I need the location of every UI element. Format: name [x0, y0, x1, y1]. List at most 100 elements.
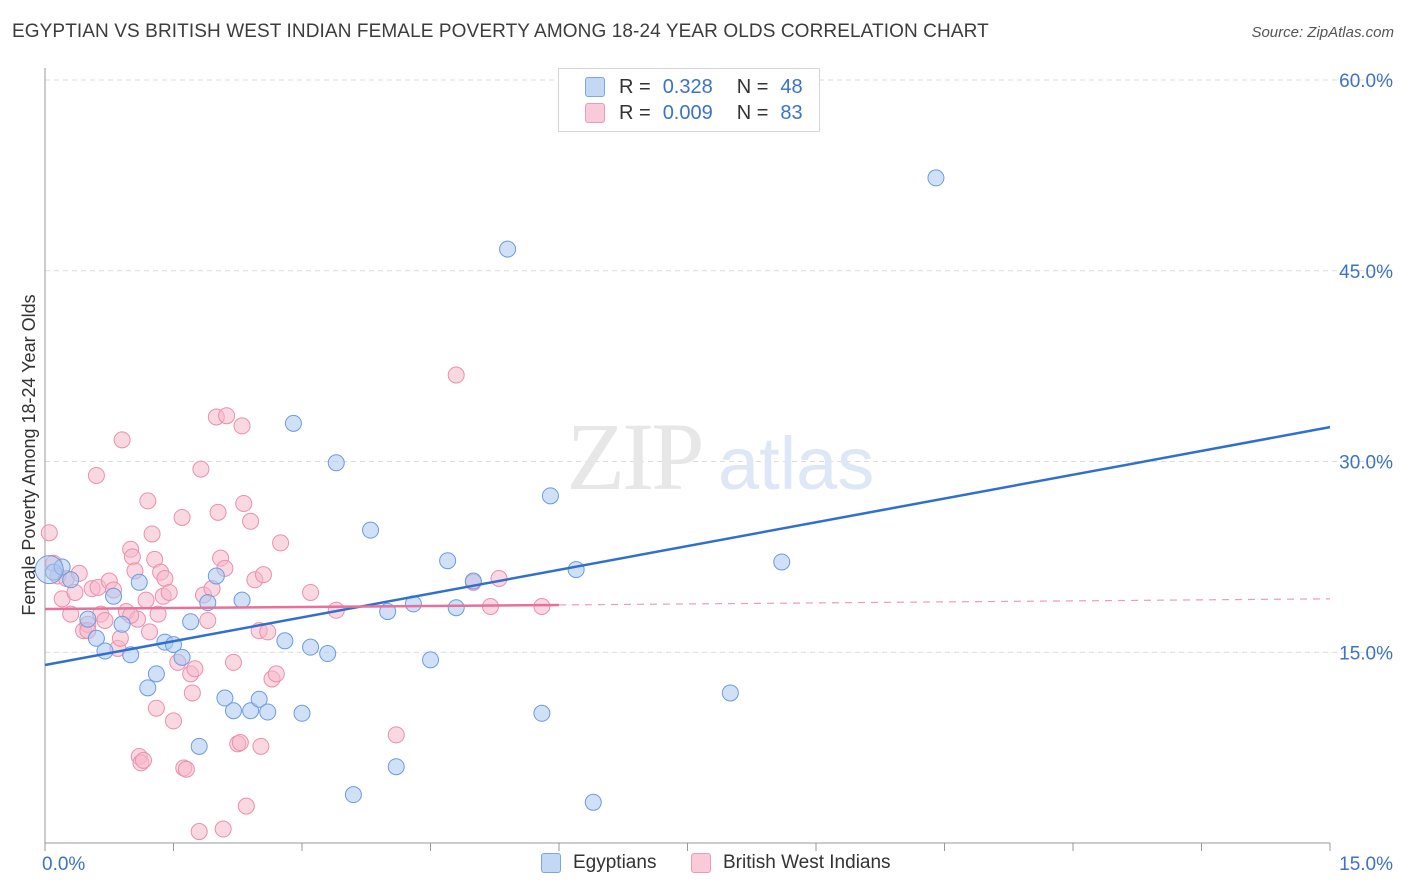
- egyptians-point: [224, 702, 242, 720]
- egyptians-point: [499, 240, 517, 258]
- egyptians-point: [541, 487, 559, 505]
- egyptians-point: [319, 645, 337, 663]
- legend-r-value: 0.009: [662, 101, 713, 124]
- egyptians-point: [387, 758, 405, 776]
- bwi-point: [192, 460, 210, 478]
- bwi-point: [149, 605, 167, 623]
- legend-r-label: R =: [619, 75, 651, 98]
- legend-swatch-egyptians: [585, 77, 605, 97]
- trend-layer: [44, 425, 1331, 667]
- y-tick-label: 30.0%: [1339, 453, 1393, 474]
- legend-n-value: 83: [780, 101, 803, 124]
- egyptians-point: [130, 573, 148, 591]
- egyptians-point: [79, 610, 97, 628]
- bwi-point: [141, 623, 159, 641]
- bwi-point: [87, 466, 105, 484]
- egyptians-point: [327, 454, 345, 472]
- egyptians-point: [147, 665, 165, 683]
- egyptians-point: [362, 521, 380, 539]
- bwi-point: [143, 525, 161, 543]
- bwi-point: [237, 797, 255, 815]
- bwi-point: [447, 366, 465, 384]
- bwi-point: [233, 417, 251, 435]
- bwi-point: [302, 583, 320, 601]
- egyptians-point: [87, 629, 105, 647]
- bottom-legend-swatch-bwi: [691, 853, 711, 873]
- egyptians-point: [207, 567, 225, 585]
- bwi-point: [272, 534, 290, 552]
- egyptians-point: [422, 651, 439, 669]
- egyptians-point: [584, 793, 602, 811]
- egyptians-point: [284, 414, 302, 432]
- bwi-point: [160, 583, 178, 601]
- bwi-point: [137, 591, 155, 609]
- egyptians-point: [62, 571, 80, 589]
- bwi-point: [218, 407, 236, 425]
- egyptians-point: [773, 553, 791, 571]
- egyptians-point: [259, 703, 277, 721]
- bwi-point: [123, 548, 141, 566]
- egyptians-point: [190, 737, 208, 755]
- bwi-point: [209, 503, 227, 521]
- chart-title: EGYPTIAN VS BRITISH WEST INDIAN FEMALE P…: [12, 21, 989, 42]
- y-tick-label: 45.0%: [1339, 262, 1393, 283]
- bwi-point: [62, 605, 80, 623]
- y-axis-label: Female Poverty Among 18-24 Year Olds: [19, 294, 39, 615]
- watermark: ZIP atlas: [567, 403, 875, 510]
- correlation-legend: R = 0.328 N = 48 R = 0.009 N = 83: [558, 68, 820, 132]
- bwi-point: [231, 734, 249, 752]
- legend-n-label: N =: [736, 101, 769, 124]
- bwi-point: [111, 629, 129, 647]
- egyptians-point: [216, 689, 234, 707]
- bwi-point: [173, 508, 191, 526]
- egyptians-point: [105, 587, 123, 605]
- bwi-point: [259, 623, 277, 641]
- bwi-point: [113, 431, 131, 449]
- series-egyptians-points: [34, 169, 945, 811]
- bwi-point: [135, 751, 153, 769]
- bwi-trend-line: [44, 603, 560, 611]
- bwi-point: [242, 512, 260, 530]
- bwi-point: [267, 665, 285, 683]
- egyptians-point: [927, 169, 945, 187]
- legend-n-label: N =: [736, 75, 769, 98]
- legend-row-bwi: R = 0.009 N = 83: [585, 101, 803, 125]
- egyptians-point: [721, 684, 739, 702]
- egyptians-point: [113, 615, 131, 633]
- egyptians-point: [34, 555, 64, 585]
- egyptians-point: [344, 786, 362, 804]
- egyptians-point: [96, 642, 114, 660]
- bwi-point: [165, 712, 182, 730]
- bwi-point: [214, 820, 232, 838]
- bottom-legend-label-bwi: British West Indians: [723, 852, 891, 873]
- source-label: Source: ZipAtlas.com: [1251, 24, 1394, 41]
- bottom-legend-bwi: British West Indians: [691, 852, 891, 874]
- bwi-point: [490, 569, 508, 587]
- bwi-point: [183, 684, 201, 702]
- bwi-point: [199, 611, 217, 629]
- egyptians-point: [276, 632, 294, 650]
- legend-n-value: 48: [780, 75, 803, 98]
- egyptians-point: [293, 704, 311, 722]
- egyptians-point: [233, 591, 251, 609]
- egyptians-point: [242, 702, 260, 720]
- bwi-point: [190, 823, 208, 841]
- bottom-legend-label-egyptians: Egyptians: [573, 852, 657, 873]
- bwi-point: [177, 760, 195, 778]
- egyptians-point: [182, 613, 200, 631]
- bwi-trend-line-dashed: [558, 598, 1331, 606]
- bwi-point: [252, 737, 270, 755]
- egyptians-point: [533, 704, 551, 722]
- egyptians-point: [439, 552, 457, 570]
- egyptians-point: [250, 690, 268, 708]
- egyptians-point: [302, 638, 320, 656]
- legend-r-label: R =: [619, 101, 651, 124]
- bwi-point: [387, 726, 405, 744]
- egyptians-point: [139, 679, 157, 697]
- egyptians-point: [447, 599, 465, 617]
- bwi-point: [254, 566, 272, 584]
- watermark-zip: ZIP: [567, 403, 702, 510]
- bwi-point: [96, 611, 114, 629]
- bwi-point: [186, 660, 204, 678]
- legend-r-value: 0.328: [662, 75, 713, 98]
